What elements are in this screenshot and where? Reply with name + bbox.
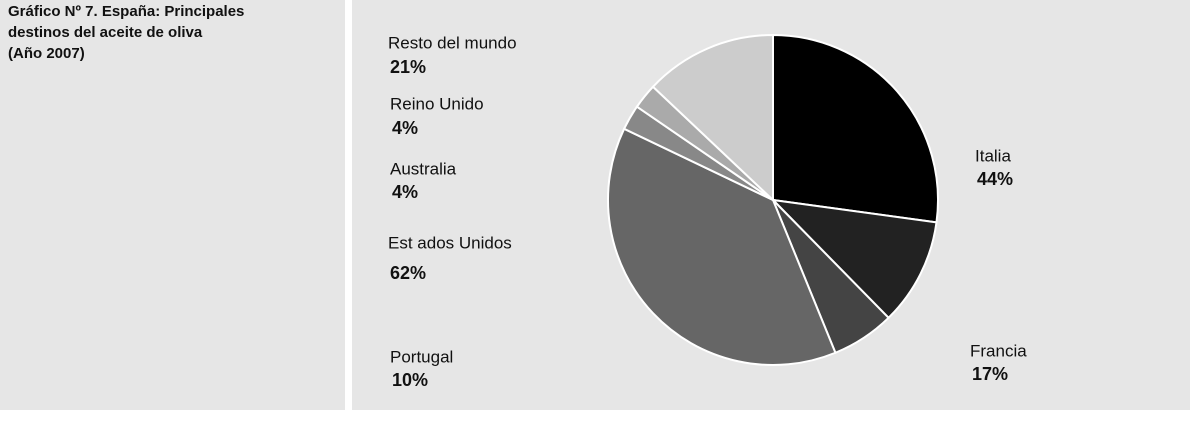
- pie-slice: [607, 127, 837, 366]
- chart-title: destinos del aceite de oliva: [8, 24, 203, 41]
- title-panel: [0, 0, 345, 410]
- slice-label: Reino Unido: [390, 94, 484, 113]
- value-label: 44%: [977, 169, 1013, 189]
- pie-slice: [770, 198, 938, 320]
- slice-label: Portugal: [390, 347, 453, 366]
- chart-title: Gráfico Nº 7. España: Principales: [8, 3, 244, 20]
- slice-label: Est ados Unidos: [388, 233, 512, 252]
- value-label: 10%: [392, 370, 428, 390]
- value-label: 4%: [392, 182, 418, 202]
- slice-label: Francia: [970, 341, 1027, 360]
- pie-slice: [772, 33, 939, 224]
- slice-label: Resto del mundo: [388, 33, 517, 52]
- slice-label: Australia: [390, 159, 457, 178]
- chart-title: (Año 2007): [8, 45, 85, 62]
- value-label: 17%: [972, 364, 1008, 384]
- pie-slice: [651, 33, 774, 203]
- slice-label: Italia: [975, 146, 1011, 165]
- value-label: 62%: [390, 263, 426, 283]
- value-label: 21%: [390, 57, 426, 77]
- value-label: 4%: [392, 118, 418, 138]
